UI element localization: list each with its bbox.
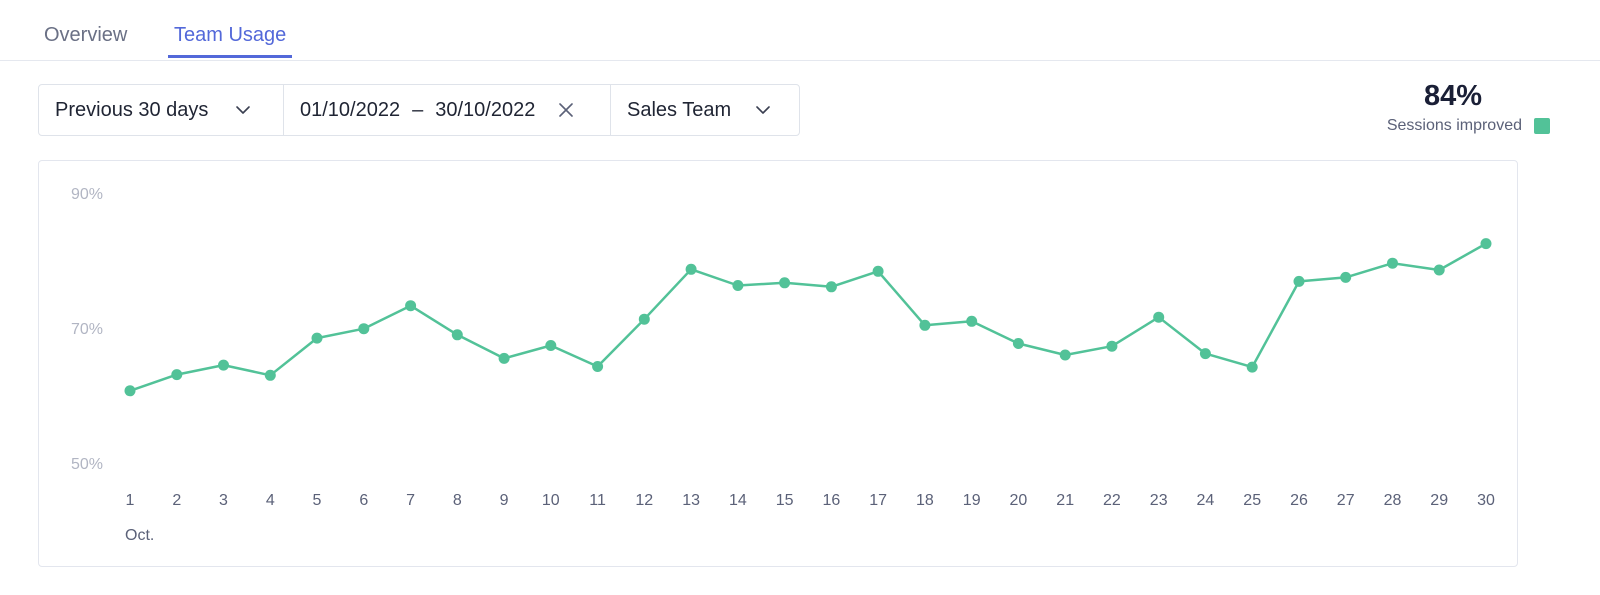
x-tick-label: 7 bbox=[406, 492, 415, 509]
x-tick-label: 5 bbox=[313, 492, 322, 509]
x-tick-label: 9 bbox=[500, 492, 509, 509]
data-point[interactable] bbox=[685, 263, 697, 275]
data-point[interactable] bbox=[1293, 275, 1305, 287]
x-tick-label: 20 bbox=[1010, 492, 1028, 509]
x-tick-label: 3 bbox=[219, 492, 228, 509]
x-tick-label: 4 bbox=[266, 492, 275, 509]
data-point[interactable] bbox=[1106, 340, 1118, 352]
data-point[interactable] bbox=[124, 385, 136, 397]
x-tick-label: 17 bbox=[869, 492, 887, 509]
x-tick-label: 13 bbox=[682, 492, 700, 509]
data-point[interactable] bbox=[825, 281, 837, 293]
data-point[interactable] bbox=[1199, 348, 1211, 360]
tab-team-usage[interactable]: Team Usage bbox=[174, 24, 287, 46]
data-point[interactable] bbox=[872, 265, 884, 277]
x-tick-label: 1 bbox=[126, 492, 135, 509]
team-select[interactable]: Sales Team bbox=[610, 85, 799, 135]
x-tick-label: 29 bbox=[1430, 492, 1448, 509]
x-tick-label: 2 bbox=[172, 492, 181, 509]
data-point[interactable] bbox=[1012, 338, 1024, 349]
period-select-value: Previous 30 days bbox=[55, 98, 209, 121]
legend-label: Sessions improved bbox=[1386, 117, 1522, 134]
x-tick-label: 28 bbox=[1384, 492, 1402, 509]
data-point[interactable] bbox=[1246, 361, 1258, 373]
data-point[interactable] bbox=[264, 369, 276, 381]
x-tick-label: 23 bbox=[1150, 492, 1168, 509]
summary-value: 84% bbox=[1423, 80, 1482, 112]
team-select-value: Sales Team bbox=[627, 98, 732, 121]
x-tick-label: 19 bbox=[963, 492, 981, 509]
data-point[interactable] bbox=[405, 300, 417, 312]
period-select[interactable]: Previous 30 days bbox=[39, 85, 283, 135]
date-range-end: 30/10/2022 bbox=[435, 98, 536, 121]
chart-card: 90% 70% 50% 1 2 3 4 5 6 7 8 9 10 11 12 13 14 15 16 17 18 19 20… bbox=[38, 160, 1518, 567]
tab-bar: Overview Team Usage bbox=[0, 0, 1600, 61]
data-point[interactable] bbox=[779, 277, 791, 289]
data-point[interactable] bbox=[966, 315, 978, 327]
x-tick-label: 14 bbox=[729, 492, 747, 509]
x-tick-label: 12 bbox=[635, 492, 653, 509]
x-tick-label: 21 bbox=[1056, 492, 1074, 509]
x-tick-label: 25 bbox=[1243, 492, 1261, 509]
line-chart: 90%70%50%1 2 3 4 5 6 7 8 9 10 11 12 13 14 15 16 17 18 19 20… bbox=[71, 186, 1495, 544]
x-tick-label: 11 bbox=[589, 492, 606, 509]
data-point[interactable] bbox=[1153, 311, 1165, 323]
active-tab-indicator bbox=[168, 55, 292, 58]
data-point[interactable] bbox=[638, 313, 650, 325]
data-point[interactable] bbox=[311, 332, 323, 344]
date-range-start: 01/10/2022 bbox=[300, 98, 401, 121]
data-point[interactable] bbox=[1059, 349, 1071, 361]
summary-stat: 84% Sessions improved bbox=[1310, 78, 1550, 138]
tab-overview[interactable]: Overview bbox=[44, 24, 128, 46]
chevron-down-icon bbox=[235, 85, 251, 135]
y-tick-label: 50% bbox=[71, 456, 103, 473]
data-point[interactable] bbox=[358, 323, 370, 335]
x-tick-label: 6 bbox=[359, 492, 368, 509]
x-tick-label: 18 bbox=[916, 492, 934, 509]
x-axis-label: Oct. bbox=[125, 527, 154, 544]
x-tick-label: 8 bbox=[453, 492, 462, 509]
clear-icon[interactable] bbox=[559, 85, 573, 135]
series-line bbox=[129, 242, 1487, 392]
data-point[interactable] bbox=[171, 369, 183, 381]
y-tick-label: 70% bbox=[71, 321, 103, 338]
x-tick-label: 10 bbox=[542, 492, 560, 509]
y-tick-label: 90% bbox=[71, 186, 103, 203]
data-point[interactable] bbox=[498, 352, 510, 364]
data-point[interactable] bbox=[1433, 264, 1445, 276]
filter-bar: Previous 30 days 01/10/2022 – 30/10/2022… bbox=[38, 84, 800, 136]
x-tick-label: 26 bbox=[1290, 492, 1308, 509]
date-range-field[interactable]: 01/10/2022 – 30/10/2022 bbox=[283, 85, 610, 135]
data-point[interactable] bbox=[1340, 271, 1352, 283]
x-tick-label: 15 bbox=[776, 492, 794, 509]
data-point[interactable] bbox=[1480, 238, 1492, 250]
x-tick-label: 30 bbox=[1477, 492, 1495, 509]
data-point[interactable] bbox=[218, 359, 229, 371]
legend-swatch bbox=[1534, 118, 1550, 134]
data-point[interactable] bbox=[732, 280, 744, 291]
chevron-down-icon bbox=[755, 85, 771, 135]
data-point[interactable] bbox=[451, 329, 463, 341]
data-point[interactable] bbox=[1387, 257, 1398, 269]
date-range-separator: – bbox=[412, 98, 424, 121]
x-tick-label: 16 bbox=[823, 492, 841, 509]
x-tick-label: 27 bbox=[1337, 492, 1355, 509]
x-tick-label: 22 bbox=[1103, 492, 1121, 509]
x-tick-label: 24 bbox=[1197, 492, 1215, 509]
data-point[interactable] bbox=[545, 340, 557, 351]
data-point[interactable] bbox=[919, 319, 931, 331]
data-point[interactable] bbox=[592, 361, 604, 372]
